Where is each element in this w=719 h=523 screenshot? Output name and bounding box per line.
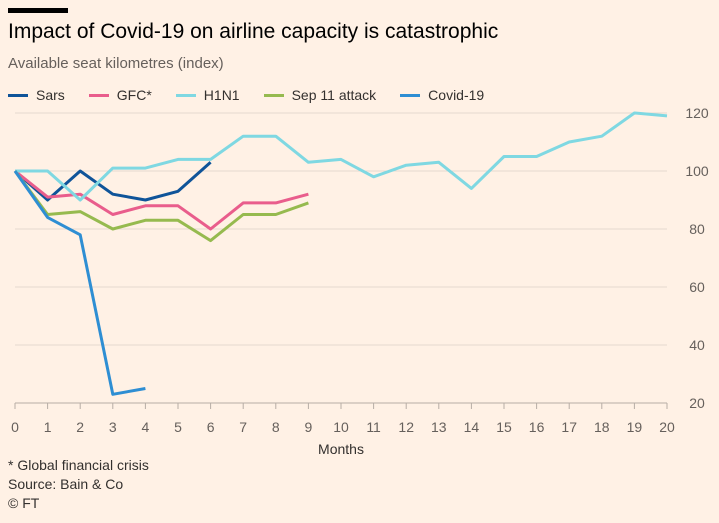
x-tick-label-11: 11 xyxy=(366,419,381,435)
x-tick-label-0: 0 xyxy=(11,419,19,435)
x-tick-label-6: 6 xyxy=(207,419,215,435)
x-tick-label-12: 12 xyxy=(398,419,414,435)
x-tick-label-7: 7 xyxy=(239,419,247,435)
x-tick-label-5: 5 xyxy=(174,419,182,435)
legend-swatch xyxy=(400,93,421,97)
x-tick-label-14: 14 xyxy=(464,419,480,435)
x-tick-label-2: 2 xyxy=(76,419,84,435)
legend: Sars GFC* H1N1 Sep 11 attack Covid-19 xyxy=(8,87,508,103)
x-tick-label-16: 16 xyxy=(529,419,545,435)
y-tick-label-20: 20 xyxy=(689,395,705,411)
x-tick-label-1: 1 xyxy=(44,419,52,435)
y-tick-label-120: 120 xyxy=(685,105,709,121)
y-tick-label-100: 100 xyxy=(685,163,709,179)
legend-label: Sep 11 attack xyxy=(291,87,377,103)
series-line-h1n1 xyxy=(15,111,668,202)
legend-label: Covid-19 xyxy=(428,87,485,103)
legend-label: H1N1 xyxy=(203,87,240,103)
x-tick-label-15: 15 xyxy=(496,419,512,435)
legend-swatch xyxy=(175,93,196,97)
x-tick-label-8: 8 xyxy=(272,419,280,435)
series-line-sep-11-attack xyxy=(13,170,309,243)
footnote: * Global financial crisis xyxy=(8,457,149,473)
legend-swatch xyxy=(8,93,28,97)
series-line-sars xyxy=(14,161,212,202)
legend-item-sars: Sars xyxy=(8,87,65,103)
y-tick-label-80: 80 xyxy=(689,221,705,237)
copyright-note: © FT xyxy=(8,495,40,511)
x-axis-label: Months xyxy=(318,441,364,457)
legend-item-h1n1: H1N1 xyxy=(175,87,240,103)
source-note: Source: Bain & Co xyxy=(8,476,124,492)
legend-item-covid-19: Covid-19 xyxy=(400,87,484,103)
chart-subtitle: Available seat kilometres (index) xyxy=(8,55,224,72)
x-tick-label-18: 18 xyxy=(594,419,610,435)
legend-label: GFC* xyxy=(116,87,152,103)
x-tick-label-3: 3 xyxy=(109,419,117,435)
legend-item-sep-11-attack: Sep 11 attack xyxy=(263,87,377,103)
x-tick-label-17: 17 xyxy=(561,419,577,435)
series-line-covid-19 xyxy=(13,170,146,396)
legend-swatch xyxy=(263,93,284,97)
series-line-gfc xyxy=(14,169,309,231)
legend-item-gfc: GFC* xyxy=(88,87,152,103)
x-tick-label-13: 13 xyxy=(431,419,447,435)
x-tick-label-4: 4 xyxy=(142,419,150,435)
y-tick-label-60: 60 xyxy=(689,279,705,295)
legend-label: Sars xyxy=(36,87,65,103)
x-tick-label-20: 20 xyxy=(659,419,675,435)
ft-top-bar xyxy=(8,8,68,13)
x-tick-label-9: 9 xyxy=(305,419,313,435)
y-tick-label-40: 40 xyxy=(689,337,705,353)
chart-title: Impact of Covid-19 on airline capacity i… xyxy=(8,20,499,43)
legend-swatch xyxy=(88,93,109,97)
x-tick-label-10: 10 xyxy=(333,419,349,435)
x-tick-label-19: 19 xyxy=(627,419,643,435)
